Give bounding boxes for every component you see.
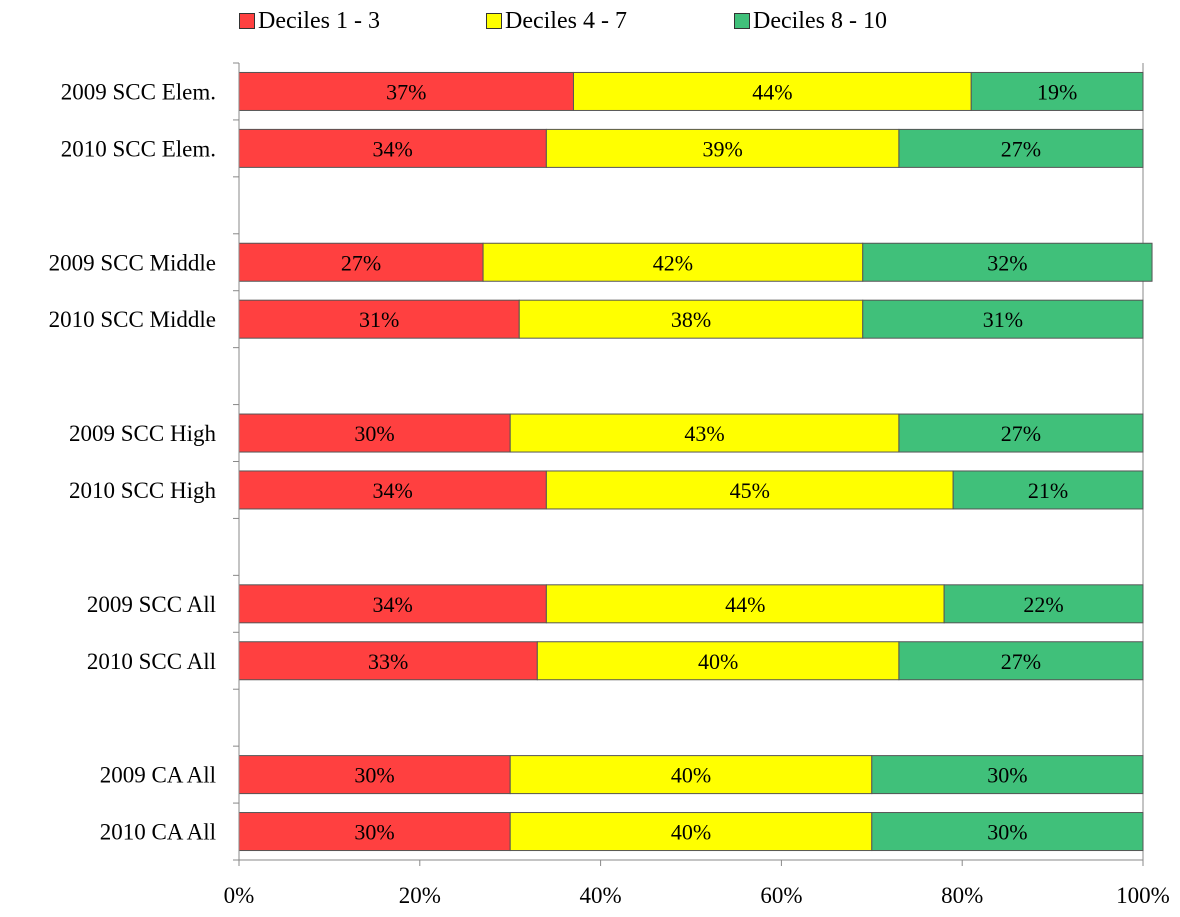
bar-segment-3 — [952, 470, 1144, 510]
data-label: 34% — [373, 136, 413, 161]
x-tick-label: 100% — [1116, 883, 1170, 908]
data-label: 37% — [386, 79, 426, 104]
bar-segment-2 — [545, 584, 945, 624]
bar-segment-2 — [509, 413, 900, 453]
data-label: 30% — [987, 763, 1027, 788]
data-label: 39% — [702, 136, 742, 161]
legend-label-deciles-1-3: Deciles 1 - 3 — [258, 7, 380, 34]
bar-segment-2 — [545, 128, 900, 168]
bar-segment-1 — [238, 299, 520, 339]
bar-segment-3 — [862, 299, 1144, 339]
bar-segment-1 — [238, 128, 547, 168]
data-label: 30% — [354, 763, 394, 788]
x-tick-label: 60% — [760, 883, 802, 908]
bar-segment-3 — [898, 413, 1144, 453]
data-label: 40% — [698, 649, 738, 674]
data-label: 40% — [671, 763, 711, 788]
bar-segment-3 — [898, 641, 1144, 681]
x-tick-label: 40% — [580, 883, 622, 908]
data-label: 45% — [730, 478, 770, 503]
legend-swatch-deciles-4-7 — [486, 13, 502, 29]
data-label: 32% — [987, 250, 1027, 275]
bar-segment-2 — [518, 299, 864, 339]
legend-item-deciles-8-10: Deciles 8 - 10 — [734, 4, 887, 38]
data-label: 42% — [653, 250, 693, 275]
x-tick-label: 20% — [399, 883, 441, 908]
data-label: 34% — [373, 592, 413, 617]
data-label: 33% — [368, 649, 408, 674]
data-label: 43% — [684, 421, 724, 446]
data-label: 27% — [1001, 136, 1041, 161]
x-tick-label: 80% — [941, 883, 983, 908]
legend-item-deciles-4-7: Deciles 4 - 7 — [486, 4, 627, 38]
legend-item-deciles-1-3: Deciles 1 - 3 — [239, 4, 380, 38]
bar-segment-2 — [482, 242, 864, 282]
bar-segment-1 — [238, 755, 511, 795]
data-label: 31% — [983, 307, 1023, 332]
bar-segment-3 — [943, 584, 1144, 624]
data-label: 30% — [354, 421, 394, 446]
category-label: 2010 SCC Elem. — [61, 136, 216, 161]
category-label: 2009 SCC High — [69, 421, 216, 446]
bar-segment-2 — [509, 755, 873, 795]
bar-segment-2 — [536, 641, 900, 681]
data-label: 38% — [671, 307, 711, 332]
bar-segment-2 — [572, 71, 972, 111]
bar-segment-1 — [238, 812, 511, 852]
category-label: 2009 SCC Elem. — [61, 79, 216, 104]
data-label: 31% — [359, 307, 399, 332]
category-label: 2009 SCC All — [87, 592, 216, 617]
legend-label-deciles-8-10: Deciles 8 - 10 — [753, 7, 887, 34]
bar-segment-3 — [898, 128, 1144, 168]
category-label: 2009 CA All — [100, 763, 216, 788]
bar-segment-1 — [238, 71, 574, 111]
data-label: 34% — [373, 478, 413, 503]
category-label: 2009 SCC Middle — [49, 250, 216, 275]
data-label: 19% — [1037, 79, 1077, 104]
chart-legend: Deciles 1 - 3 Deciles 4 - 7 Deciles 8 - … — [0, 4, 1180, 38]
data-label: 44% — [752, 79, 792, 104]
data-label: 27% — [1001, 421, 1041, 446]
data-label: 27% — [1001, 649, 1041, 674]
bar-segment-3 — [862, 242, 1153, 282]
bar-segment-3 — [871, 812, 1144, 852]
data-label: 30% — [354, 820, 394, 845]
bar-segment-3 — [970, 71, 1144, 111]
legend-swatch-deciles-8-10 — [734, 13, 750, 29]
data-label: 44% — [725, 592, 765, 617]
category-label: 2010 SCC All — [87, 649, 216, 674]
legend-swatch-deciles-1-3 — [239, 13, 255, 29]
category-label: 2010 SCC High — [69, 478, 216, 503]
bar-segment-3 — [871, 755, 1144, 795]
data-label: 27% — [341, 250, 381, 275]
bar-segment-1 — [238, 242, 484, 282]
x-tick-label: 0% — [224, 883, 255, 908]
legend-label-deciles-4-7: Deciles 4 - 7 — [505, 7, 627, 34]
data-label: 30% — [987, 820, 1027, 845]
data-label: 22% — [1023, 592, 1063, 617]
bar-segment-2 — [509, 812, 873, 852]
category-label: 2010 CA All — [100, 820, 216, 845]
data-label: 21% — [1028, 478, 1068, 503]
category-label: 2010 SCC Middle — [49, 307, 216, 332]
data-label: 40% — [671, 820, 711, 845]
